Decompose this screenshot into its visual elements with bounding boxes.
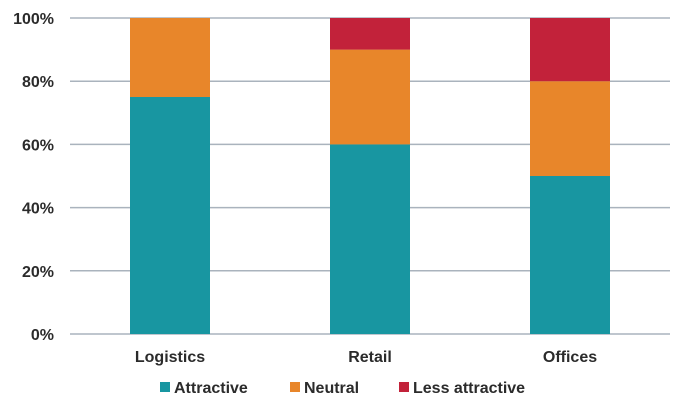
legend-swatch-neutral (290, 382, 300, 392)
x-axis-category-labels: Logistics Retail Offices (135, 349, 597, 366)
x-category-label: Retail (348, 349, 392, 366)
legend-swatch-attractive (160, 382, 170, 392)
bars (130, 18, 610, 334)
bar-offices-neutral (530, 81, 610, 176)
bar-logistics-neutral (130, 18, 210, 97)
y-tick-label: 60% (22, 137, 54, 154)
legend-label: Attractive (174, 380, 248, 397)
legend: Attractive Neutral Less attractive (160, 380, 525, 397)
y-tick-label: 0% (31, 327, 54, 344)
legend-label: Less attractive (413, 380, 525, 397)
y-tick-label: 40% (22, 201, 54, 218)
bar-logistics-attractive (130, 97, 210, 334)
y-tick-label: 100% (13, 11, 54, 28)
bar-retail-attractive (330, 144, 410, 334)
y-tick-label: 80% (22, 74, 54, 91)
x-category-label: Logistics (135, 349, 205, 366)
bar-offices-attractive (530, 176, 610, 334)
legend-label: Neutral (304, 380, 359, 397)
y-tick-label: 20% (22, 264, 54, 281)
bar-retail-less-attractive (330, 18, 410, 50)
y-axis-tick-labels: 0% 20% 40% 60% 80% 100% (13, 11, 54, 344)
bar-retail-neutral (330, 49, 410, 145)
legend-swatch-less-attractive (399, 382, 409, 392)
x-category-label: Offices (543, 349, 597, 366)
bar-offices-less-attractive (530, 18, 610, 82)
